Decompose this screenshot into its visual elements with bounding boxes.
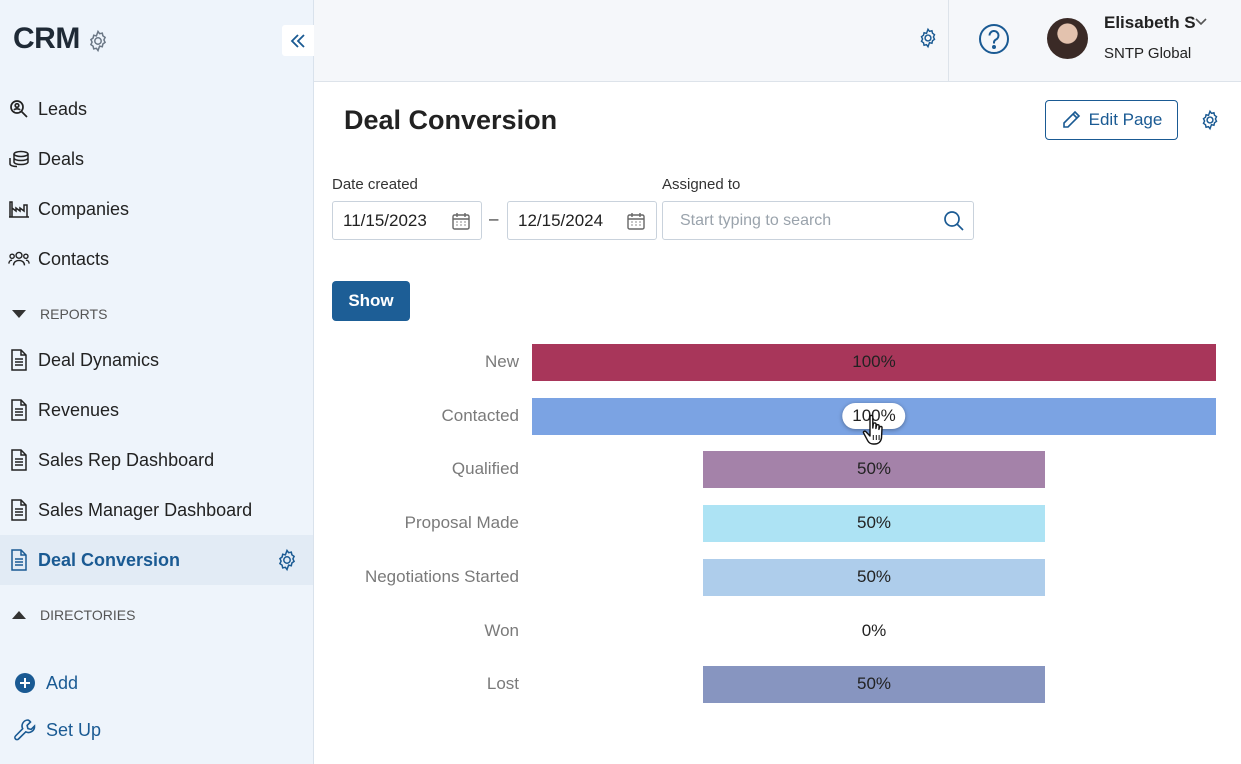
- directories-section-label: DIRECTORIES: [40, 607, 136, 623]
- sidebar-item-contacts[interactable]: Contacts: [0, 234, 313, 284]
- sidebar-item-label: Revenues: [38, 399, 120, 420]
- document-icon: [8, 349, 30, 371]
- pencil-icon: [1062, 110, 1080, 128]
- sidebar-item-label: Sales Rep Dashboard: [38, 449, 215, 470]
- date-created-label: Date created: [332, 176, 418, 193]
- show-label: Show: [348, 291, 394, 310]
- brand-title: CRM: [13, 22, 80, 55]
- setup-button[interactable]: Set Up: [14, 718, 101, 742]
- sidebar-item-label: Deal Dynamics: [38, 349, 160, 370]
- funnel-stage-label: Qualified: [451, 459, 519, 479]
- page-title: Deal Conversion: [344, 105, 558, 135]
- funnel-bar[interactable]: [703, 666, 1045, 704]
- double-chevron-left-icon: [290, 33, 305, 48]
- lead-search-icon: [8, 98, 30, 120]
- gear-icon[interactable]: [86, 29, 110, 53]
- avatar[interactable]: [1047, 18, 1088, 59]
- funnel-value-label: 50%: [856, 566, 892, 586]
- sidebar-item-sales-rep-dashboard[interactable]: Sales Rep Dashboard: [0, 435, 313, 485]
- sidebar-item-label: Sales Manager Dashboard: [38, 499, 253, 520]
- funnel-value-label: 50%: [856, 459, 892, 479]
- plus-circle-icon: [15, 673, 35, 693]
- funnel-bar[interactable]: [703, 558, 1045, 596]
- sidebar-item-deal-conversion[interactable]: Deal Conversion: [0, 535, 313, 585]
- hand-pointer-cursor-icon: [862, 414, 883, 445]
- add-button[interactable]: Add: [14, 672, 78, 694]
- funnel-value-label: 0%: [861, 620, 887, 640]
- date-to-field[interactable]: 12/15/2024: [507, 201, 657, 240]
- date-range-separator: –: [489, 209, 499, 228]
- setup-label: Set Up: [46, 719, 102, 740]
- user-name[interactable]: Elisabeth S: [1104, 13, 1196, 32]
- help-icon[interactable]: [978, 23, 1010, 55]
- gear-icon[interactable]: [275, 548, 299, 572]
- edit-page-button[interactable]: Edit Page: [1045, 100, 1178, 140]
- chevron-down-icon[interactable]: [1194, 16, 1208, 28]
- funnel-value-label: 50%: [856, 513, 892, 533]
- assigned-to-search-input[interactable]: [662, 201, 974, 240]
- funnel-stage-label: Contacted: [441, 405, 520, 425]
- calendar-icon[interactable]: [626, 211, 646, 231]
- people-icon: [8, 248, 30, 270]
- date-from-value: 11/15/2023: [343, 210, 427, 230]
- document-icon: [8, 499, 30, 521]
- user-org: SNTP Global: [1104, 45, 1192, 62]
- date-from-field[interactable]: 11/15/2023: [332, 201, 482, 240]
- funnel-value-label: 100%: [852, 352, 896, 371]
- funnel-stage-label: New: [484, 352, 519, 371]
- funnel-stage-label: Won: [484, 620, 519, 640]
- document-icon: [8, 399, 30, 421]
- sidebar-item-companies[interactable]: Companies: [0, 184, 313, 234]
- divider: [948, 0, 949, 82]
- sidebar-item-deal-dynamics[interactable]: Deal Dynamics: [0, 335, 313, 385]
- sidebar-item-label: Deals: [38, 148, 85, 169]
- directories-section-toggle[interactable]: DIRECTORIES: [12, 607, 135, 623]
- sidebar-item-label: Deal Conversion: [38, 549, 181, 570]
- brand: CRM: [13, 22, 110, 56]
- funnel-stage-label: Negotiations Started: [364, 566, 519, 586]
- gear-icon[interactable]: [917, 27, 939, 49]
- wrench-icon: [14, 719, 36, 741]
- sidebar-item-label: Leads: [38, 98, 88, 119]
- reports-section-label: REPORTS: [40, 306, 108, 322]
- funnel-bar[interactable]: [703, 505, 1045, 543]
- assigned-to-label: Assigned to: [662, 176, 741, 193]
- document-icon: [8, 449, 30, 471]
- sidebar-item-revenues[interactable]: Revenues: [0, 385, 313, 435]
- reports-section-toggle[interactable]: REPORTS: [12, 306, 107, 322]
- sidebar-item-sales-manager-dashboard[interactable]: Sales Manager Dashboard: [0, 485, 313, 535]
- collapse-sidebar-button[interactable]: [282, 25, 314, 56]
- date-to-value: 12/15/2024: [518, 210, 604, 230]
- funnel-bar[interactable]: [703, 451, 1045, 489]
- sidebar-item-label: Contacts: [38, 248, 110, 269]
- document-icon: [8, 549, 30, 571]
- funnel-stage-label: Lost: [486, 674, 519, 694]
- top-bar: Elisabeth S SNTP Global: [314, 0, 1241, 82]
- add-label: Add: [46, 672, 79, 693]
- sidebar-item-deals[interactable]: Deals: [0, 134, 313, 184]
- calendar-icon[interactable]: [451, 211, 471, 231]
- sidebar-item-leads[interactable]: Leads: [0, 84, 313, 134]
- funnel-stage-label: Proposal Made: [404, 513, 519, 533]
- funnel-bar[interactable]: [532, 344, 1216, 381]
- search-icon[interactable]: [943, 210, 965, 232]
- sidebar-item-label: Companies: [38, 198, 130, 219]
- coins-stack-icon: [8, 148, 30, 170]
- edit-page-label: Edit Page: [1088, 110, 1163, 129]
- gear-icon[interactable]: [1199, 109, 1221, 131]
- show-button[interactable]: Show: [332, 281, 410, 321]
- caret-up-icon: [12, 611, 26, 619]
- factory-icon: [8, 198, 30, 220]
- funnel-value-label: 50%: [856, 674, 892, 694]
- caret-down-icon: [12, 310, 26, 318]
- sidebar: CRM Leads Deals Companies Contacts: [0, 0, 314, 764]
